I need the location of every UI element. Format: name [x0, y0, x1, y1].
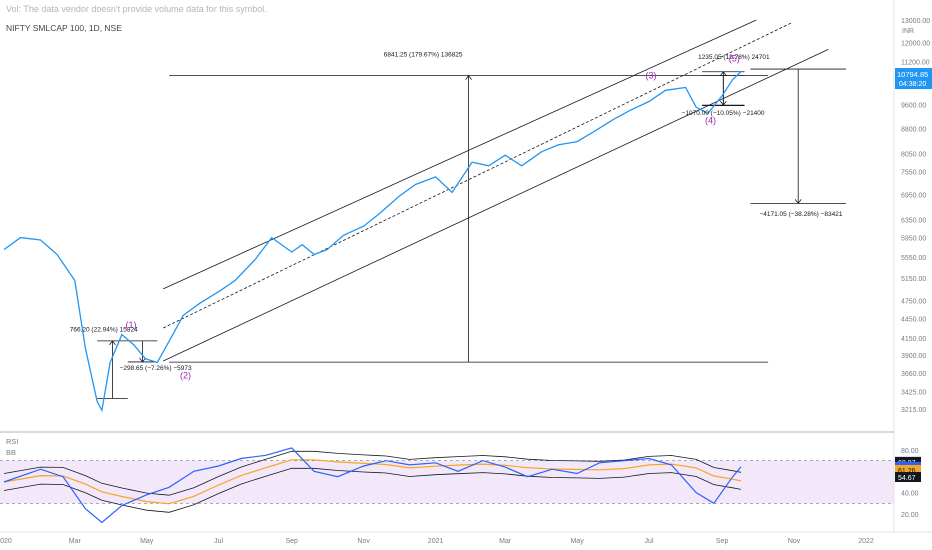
price-tick-label: 6950.00: [901, 192, 926, 199]
time-tick-label: 2020: [0, 538, 12, 545]
time-tick-label: Jul: [214, 538, 223, 545]
measure-left-down-label: −298.65 (−7.26%) −5973: [120, 365, 192, 372]
measure-big-arrowhead: [465, 74, 472, 80]
channel-median-line[interactable]: [163, 21, 794, 329]
rsi-value-badge-text: 54.67: [898, 475, 916, 482]
rsi-line: [3, 447, 742, 524]
time-tick-label: 2021: [428, 538, 444, 545]
price-tick-label: 13000.00: [901, 18, 930, 25]
rsi-value-badge: [895, 464, 921, 475]
price-tick-label: 3425.00: [901, 389, 926, 396]
price-tick-label: 3215.00: [901, 407, 926, 414]
symbol-title: NIFTY SMLCAP 100, 1D, NSE: [6, 23, 122, 33]
time-axis[interactable]: 2020 Mar May Jul Sep Nov 2021 Mar May Jul Sep Nov 20…: [0, 538, 874, 545]
bb-basis-line: [3, 459, 742, 505]
rsi-tick-label: 20.00: [901, 512, 919, 519]
last-price-badge: 10794.85 04:38:20: [895, 68, 932, 89]
time-tick-label: Sep: [716, 538, 729, 545]
measure-left-up-arrowhead: [109, 340, 116, 346]
time-tick-label: May: [140, 538, 154, 545]
price-series-line: [3, 71, 742, 413]
price-tick-label: 8050.00: [901, 151, 926, 158]
rsi-value-badge: [895, 472, 921, 483]
price-tick-label: 12000.00: [901, 40, 930, 47]
currency-label: INR: [902, 28, 914, 35]
time-tick-label: 2022: [858, 538, 874, 545]
wave-label: (2): [180, 370, 191, 380]
bb-indicator-label[interactable]: BB: [6, 448, 16, 457]
rsi-tick-label: 40.00: [901, 491, 919, 498]
measure-target-arrowhead: [794, 199, 802, 205]
wave-label: (5): [729, 54, 740, 64]
bb-upper-line: [3, 450, 742, 496]
price-tick-label: 9600.00: [901, 102, 926, 109]
wave-label: (3): [646, 70, 657, 80]
measure-target-label: −4171.05 (−38.28%) −83421: [760, 211, 843, 218]
price-tick-label: 5950.00: [901, 236, 926, 243]
price-tick-label: 4150.00: [901, 336, 926, 343]
price-axis[interactable]: 13000.0012000.0011200.0010400.009600.008…: [901, 18, 930, 414]
time-tick-label: Mar: [69, 538, 82, 545]
measure-top-up-arrowhead: [719, 71, 727, 76]
time-tick-label: Nov: [357, 538, 370, 545]
vol-note: Vol: The data vendor doesn't provide vol…: [6, 4, 267, 14]
time-tick-label: Mar: [499, 538, 512, 545]
price-tick-label: 5550.00: [901, 255, 926, 262]
wave-label: (4): [705, 115, 716, 125]
measure-top-down-label: −1070.00 (−10.05%) −21400: [682, 110, 765, 117]
price-tick-label: 8800.00: [901, 127, 926, 134]
price-tick-label: 4750.00: [901, 298, 926, 305]
rsi-tick-label: 80.00: [901, 448, 919, 455]
bb-lower-line: [3, 467, 742, 513]
time-tick-label: Sep: [285, 538, 298, 545]
channel-upper-line[interactable]: [163, 19, 757, 290]
time-tick-label: Jul: [645, 538, 654, 545]
bar-countdown: 04:38:20: [899, 81, 926, 88]
rsi-value-badge-text: 61.26: [898, 468, 916, 475]
price-tick-label: 3900.00: [901, 353, 926, 360]
last-price-value: 10794.85: [897, 70, 928, 79]
price-tick-label: 4450.00: [901, 316, 926, 323]
price-tick-label: 6350.00: [901, 217, 926, 224]
measure-top-down-arrowhead: [719, 100, 727, 106]
last-price-badge-bg: [895, 68, 932, 89]
time-tick-label: Nov: [788, 538, 801, 545]
measure-top-up-label: 1235.05 (12.78%) 24701: [698, 54, 770, 61]
time-tick-label: May: [570, 538, 584, 545]
measure-left-up-label: 766.20 (22.94%) 15324: [70, 326, 138, 333]
price-tick-label: 3660.00: [901, 371, 926, 378]
rsi-pane[interactable]: [0, 447, 894, 524]
measure-big-label: 6841.25 (179.67%) 136825: [384, 52, 463, 59]
wave-label: (1): [126, 320, 137, 330]
price-tick-label: 7550.00: [901, 169, 926, 176]
rsi-indicator-label[interactable]: RSI: [6, 437, 19, 446]
price-tick-label: 11200.00: [901, 59, 930, 66]
annotation-labels: 6841.25 (179.67%) 136825 766.20 (22.94%) …: [70, 52, 843, 381]
rsi-band-fill: [0, 460, 894, 504]
measure-left-down-arrowhead: [139, 357, 146, 363]
drawings-layer[interactable]: [97, 19, 846, 399]
price-tick-label: 5150.00: [901, 276, 926, 283]
